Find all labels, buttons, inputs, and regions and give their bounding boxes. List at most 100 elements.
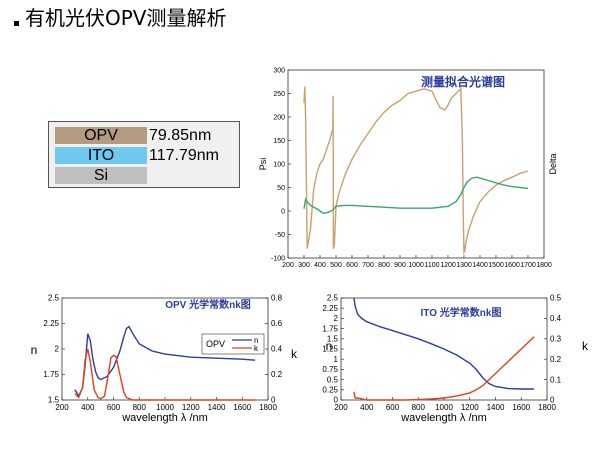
x-tick-label: 1400 bbox=[472, 262, 488, 269]
series-line-k bbox=[74, 348, 256, 401]
y-tick-label: 2.25 bbox=[43, 319, 59, 328]
x-tick-label: 400 bbox=[314, 262, 326, 269]
x-tick-label: 600 bbox=[346, 262, 358, 269]
y-tick-label: 2.25 bbox=[322, 304, 338, 313]
y-tick-label: 300 bbox=[273, 67, 285, 74]
y-tick-label: 50 bbox=[277, 185, 285, 192]
y2-tick-label: 0 bbox=[550, 396, 555, 405]
series-line-delta bbox=[303, 176, 529, 215]
y-tick-label: 100 bbox=[273, 161, 285, 168]
y-axis-label: n bbox=[326, 339, 333, 353]
title-bullet bbox=[14, 21, 19, 26]
x-axis-label: wavelength λ /nm bbox=[400, 412, 487, 424]
y-tick-label: -50 bbox=[275, 232, 285, 239]
layer-si: Si bbox=[55, 167, 147, 184]
y-tick-label: 1 bbox=[334, 355, 339, 364]
x-tick-label: 200 bbox=[334, 403, 348, 412]
y2-tick-label: 0.8 bbox=[271, 294, 283, 303]
x-tick-label: 1700 bbox=[520, 262, 536, 269]
layer-opv-thickness: 79.85nm bbox=[149, 127, 212, 144]
layer-ito: ITO bbox=[55, 147, 147, 164]
y-tick-label: 2.5 bbox=[48, 294, 60, 303]
y-tick-label: 250 bbox=[273, 91, 285, 98]
y-tick-label: 1.5 bbox=[327, 334, 339, 343]
y2-tick-label: 0.6 bbox=[271, 319, 283, 328]
y-tick-label: 150 bbox=[273, 138, 285, 145]
y-tick-label: 2 bbox=[334, 314, 339, 323]
chart-title: OPV 光学常数nk图 bbox=[165, 298, 251, 311]
y-tick-label: 0.75 bbox=[322, 365, 338, 374]
x-tick-label: 800 bbox=[412, 403, 426, 412]
legend-label-n: n bbox=[254, 336, 258, 345]
y-axis-label: n bbox=[31, 343, 38, 357]
x-tick-label: 200 bbox=[282, 262, 294, 269]
series-line-k bbox=[353, 336, 535, 401]
x-tick-label: 1800 bbox=[538, 403, 556, 412]
x-tick-label: 900 bbox=[394, 262, 406, 269]
y-tick-label: 0 bbox=[334, 396, 339, 405]
spectrum-chart: 200 300 400 500 600 700 800 900 1000 1100 1200 1300… bbox=[258, 67, 558, 269]
y-tick-label: 1.75 bbox=[43, 370, 59, 379]
y-tick-label: 1.75 bbox=[322, 324, 338, 333]
y-tick-label: 200 bbox=[273, 114, 285, 121]
x-tick-label: 1000 bbox=[408, 262, 424, 269]
x-tick-label: 1600 bbox=[504, 262, 520, 269]
y2-tick-label: 0.1 bbox=[550, 375, 562, 384]
x-tick-label: 1200 bbox=[182, 403, 200, 412]
layer-stack: OPV 79.85nm ITO 117.79nm Si bbox=[48, 121, 240, 188]
y-tick-label: 2.5 bbox=[327, 294, 339, 303]
x-tick-label: 1100 bbox=[424, 262, 439, 269]
y-tick-label: 2 bbox=[55, 345, 60, 354]
x-tick-label: 800 bbox=[378, 262, 390, 269]
y2-tick-label: 0.2 bbox=[271, 370, 283, 379]
series-line-n bbox=[353, 297, 535, 390]
title-wrap: 有机光伏OPV测量解析 bbox=[14, 6, 226, 30]
page-title: 有机光伏OPV测量解析 bbox=[25, 6, 227, 30]
x-tick-label: 1400 bbox=[487, 403, 505, 412]
x-tick-label: 800 bbox=[133, 403, 147, 412]
opv-nk-chart: 200 400 600 800 1000 1200 1400 1600 1800 1.5 1.75 2… bbox=[31, 294, 298, 424]
y-tick-label: 0.25 bbox=[322, 385, 338, 394]
x-tick-label: 1200 bbox=[440, 262, 456, 269]
y2-tick-label: 0.3 bbox=[550, 334, 562, 343]
y2-tick-label: 0.4 bbox=[271, 345, 283, 354]
x-tick-label: 700 bbox=[362, 262, 374, 269]
y-tick-label: 1.25 bbox=[322, 345, 338, 354]
x-tick-label: 1200 bbox=[461, 403, 479, 412]
x-tick-label: 400 bbox=[81, 403, 95, 412]
x-tick-label: 200 bbox=[55, 403, 69, 412]
legend-box bbox=[201, 333, 265, 355]
y-tick-label: 1.5 bbox=[48, 396, 60, 405]
y2-axis-label: Delta bbox=[548, 153, 558, 174]
legend-title: OPV bbox=[206, 339, 225, 349]
y2-tick-label: 0.5 bbox=[550, 294, 562, 303]
y-axis-label: Psi bbox=[258, 158, 268, 171]
y-tick-label: 0.5 bbox=[327, 375, 339, 384]
x-tick-label: 1000 bbox=[156, 403, 174, 412]
x-tick-label: 1600 bbox=[233, 403, 251, 412]
series-line-psi bbox=[303, 86, 529, 256]
chart-title: 测量拟合光谱图 bbox=[421, 74, 505, 89]
x-tick-label: 1300 bbox=[456, 262, 472, 269]
y2-axis-label: k bbox=[291, 347, 298, 361]
ito-nk-chart: 200 400 600 800 1000 1200 1400 1600 180000.250.5… bbox=[322, 294, 589, 424]
layer-opv: OPV bbox=[55, 127, 147, 144]
y2-tick-label: 0.4 bbox=[550, 314, 562, 323]
x-tick-label: 600 bbox=[107, 403, 121, 412]
x-tick-label: 1400 bbox=[208, 403, 226, 412]
x-tick-label: 1500 bbox=[488, 262, 504, 269]
plot-frame bbox=[287, 69, 545, 259]
x-tick-label: 400 bbox=[360, 403, 374, 412]
x-tick-label: 1800 bbox=[259, 403, 277, 412]
x-tick-label: 600 bbox=[386, 403, 400, 412]
x-tick-label: 300 bbox=[298, 262, 310, 269]
chart-title: ITO 光学常数nk图 bbox=[421, 306, 502, 319]
y2-axis-label: k bbox=[582, 339, 589, 353]
layer-ito-thickness: 117.79nm bbox=[149, 147, 219, 164]
y-tick-label: -100 bbox=[271, 255, 285, 262]
y-tick-label: 0 bbox=[281, 208, 285, 215]
legend-label-k: k bbox=[254, 344, 259, 353]
x-tick-label: 1600 bbox=[512, 403, 530, 412]
x-tick-label: 1800 bbox=[536, 262, 552, 269]
x-tick-label: 500 bbox=[330, 262, 342, 269]
